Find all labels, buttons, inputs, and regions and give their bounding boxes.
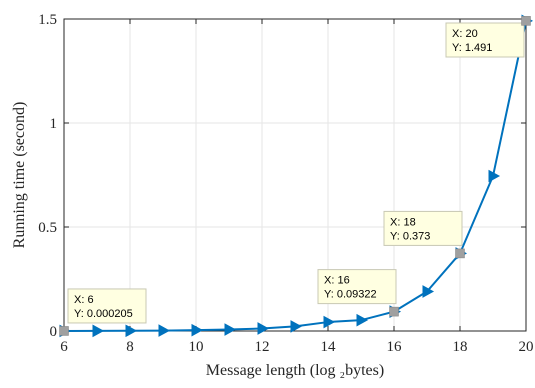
series-marker: [191, 323, 204, 337]
datatip-y-value: Y: 0.000205: [74, 308, 133, 320]
series-marker: [290, 320, 303, 333]
datatip-box: [383, 210, 463, 246]
x-tick-label: 20: [519, 339, 534, 355]
series-marker: [488, 169, 501, 183]
series-marker: [224, 323, 237, 336]
datatip-y-value: Y: 1.491: [452, 42, 492, 54]
datatip-y-value: Y: 0.373: [390, 230, 430, 242]
y-tick-label: 1: [50, 116, 58, 132]
datatip-marker: [455, 248, 465, 259]
x-tick-label: 10: [189, 339, 204, 355]
series-marker: [422, 285, 435, 298]
series-marker: [257, 322, 270, 335]
datatip-marker: [521, 16, 531, 26]
y-tick-label: 0.5: [38, 220, 57, 236]
y-axis-label: Running time (second): [11, 102, 28, 249]
x-tick-label: 16: [387, 339, 403, 355]
datatip-marker: [59, 326, 69, 336]
x-tick-labels: 6 8 10 12 14 16 18 20: [60, 339, 533, 355]
series-marker: [158, 324, 171, 337]
datatip-x-value: X: 20: [452, 28, 478, 40]
y-tick-labels: 0 0.5 1 1.5: [38, 12, 57, 340]
x-tick-label: 18: [453, 339, 468, 355]
datatip-box: [317, 269, 397, 305]
x-tick-label: 14: [321, 339, 337, 355]
axes-frame: [63, 18, 527, 332]
datatip-x-value: X: 18: [390, 216, 416, 228]
x-axis-label: Message length (log ₂bytes): [206, 362, 384, 379]
x-tick-label: 6: [60, 339, 68, 355]
axes-box: [63, 18, 527, 332]
y-tick-label: 1.5: [38, 12, 57, 28]
series-marker: [356, 313, 369, 327]
datatip-x-value: X: 16: [324, 275, 350, 287]
datatip-x-value: X: 6: [74, 294, 94, 306]
y-tick-label: 0: [50, 324, 58, 340]
series-marker: [92, 324, 105, 338]
datatip-box: [445, 22, 525, 58]
series-marker: [125, 324, 138, 338]
x-tick-label: 12: [255, 339, 270, 355]
x-tick-label: 8: [126, 339, 134, 355]
datatip-box: [67, 288, 147, 324]
datatip-y-value: Y: 0.09322: [324, 289, 377, 301]
plot-background: [64, 19, 526, 331]
datatip-marker: [389, 306, 399, 317]
series-marker: [323, 315, 336, 329]
datatips: X: 6 Y: 0.000205 X: 16 Y: 0.09322 X: 18 Y: 0.…: [59, 16, 531, 336]
